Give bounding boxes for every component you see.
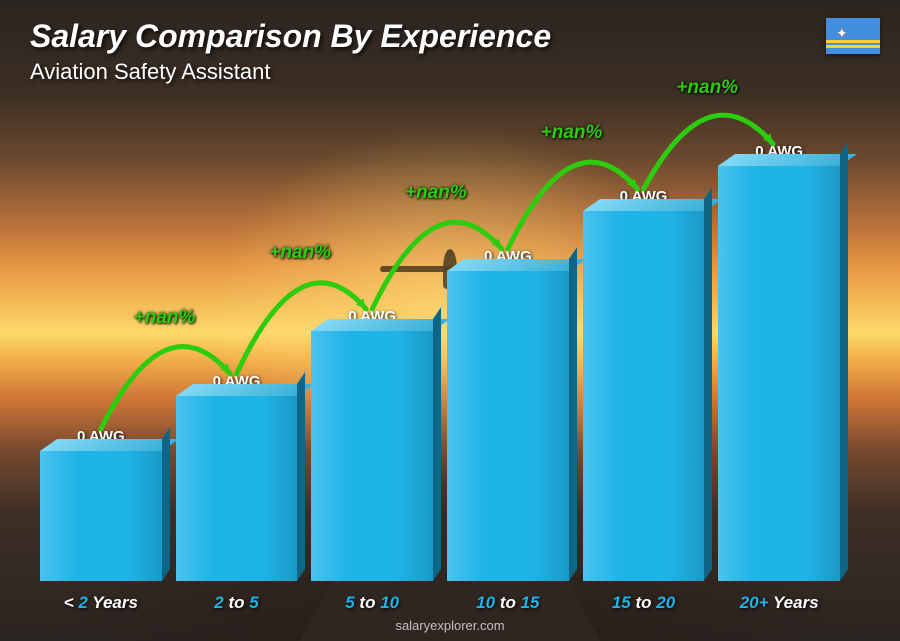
bar-group: 0 AWG10 to 15 xyxy=(447,248,569,581)
increase-label: +nan% xyxy=(405,182,467,204)
increase-label: +nan% xyxy=(269,242,331,264)
increase-label: +nan% xyxy=(541,122,603,144)
flag-star-icon: ✦ xyxy=(836,25,848,42)
bar-group: 0 AWG< 2 Years xyxy=(40,428,162,581)
bar-x-label: 15 to 20 xyxy=(612,593,675,613)
bar-group: 0 AWG2 to 5 xyxy=(176,373,298,581)
bar-x-label: 2 to 5 xyxy=(214,593,258,613)
bar xyxy=(447,271,569,581)
bar-group: 0 AWG5 to 10 xyxy=(311,308,433,581)
country-flag: ✦ xyxy=(826,18,880,54)
bar-x-label: 20+ Years xyxy=(740,593,819,613)
chart-title: Salary Comparison By Experience xyxy=(30,18,820,55)
bar-x-label: 5 to 10 xyxy=(345,593,399,613)
bar xyxy=(40,451,162,581)
bar-group: 0 AWG20+ Years xyxy=(718,143,840,581)
bar-group: 0 AWG15 to 20 xyxy=(583,188,705,581)
bar xyxy=(718,166,840,581)
increase-label: +nan% xyxy=(134,307,196,329)
bar-chart: 0 AWG< 2 Years0 AWG2 to 50 AWG5 to 100 A… xyxy=(40,101,840,581)
bar xyxy=(311,331,433,581)
bar-x-label: < 2 Years xyxy=(64,593,138,613)
bar xyxy=(176,396,298,581)
bar xyxy=(583,211,705,581)
footer-credit: salaryexplorer.com xyxy=(0,618,900,633)
chart-subtitle: Aviation Safety Assistant xyxy=(30,59,820,85)
bar-x-label: 10 to 15 xyxy=(476,593,539,613)
chart-header: Salary Comparison By Experience Aviation… xyxy=(30,18,820,85)
